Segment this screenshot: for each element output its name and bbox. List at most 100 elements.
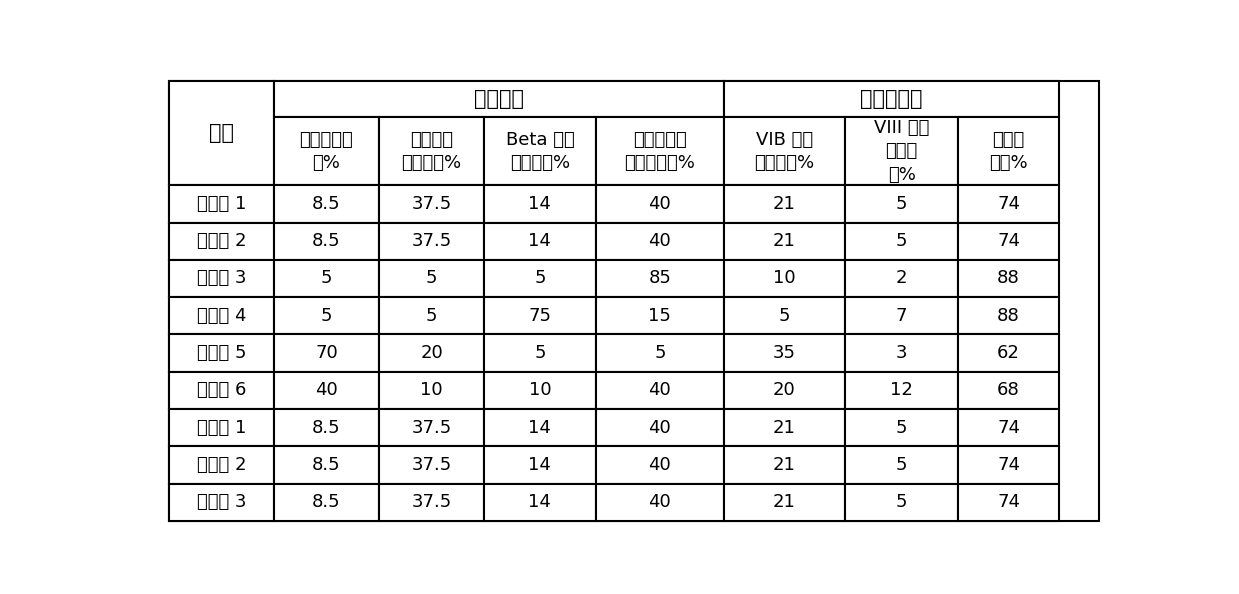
Text: 85: 85 [648,270,672,287]
Text: 3: 3 [896,344,907,362]
Text: 实施例 5: 实施例 5 [197,344,247,362]
Bar [959,372,1059,409]
Text: 对比例 3: 对比例 3 [197,493,247,511]
Bar [169,223,274,260]
Text: 弱酸性硅
铝，重量%: 弱酸性硅 铝，重量% [401,131,462,172]
Bar [724,409,845,446]
Bar [169,446,274,484]
Bar [484,372,596,409]
Text: 37.5: 37.5 [411,493,452,511]
Bar [169,334,274,372]
Text: 实施例 3: 实施例 3 [197,270,247,287]
Bar [274,260,379,297]
Text: 88: 88 [997,307,1020,325]
Text: 8.5: 8.5 [312,419,341,437]
Text: 20: 20 [773,381,795,399]
Text: Beta 分子
筛，重量%: Beta 分子 筛，重量% [506,131,574,172]
Bar [596,484,724,521]
Text: 7: 7 [896,307,907,325]
Text: 氧化铝，重
量%: 氧化铝，重 量% [300,131,353,172]
Bar [596,223,724,260]
Bar [484,334,596,372]
Bar [274,372,379,409]
Text: 8.5: 8.5 [312,195,341,213]
Bar [845,484,959,521]
Bar [484,297,596,334]
Text: 70: 70 [315,344,338,362]
Text: 10: 10 [529,381,551,399]
Bar [274,334,379,372]
Text: 5: 5 [896,195,907,213]
Bar [169,260,274,297]
Bar [596,185,724,223]
Text: 74: 74 [997,195,1020,213]
Text: 项目: 项目 [209,123,234,143]
Text: 21: 21 [773,493,795,511]
Text: 实施例 1: 实施例 1 [197,195,247,213]
Text: 40: 40 [315,381,338,399]
Text: 21: 21 [773,195,795,213]
Bar [724,334,845,372]
Bar [845,372,959,409]
Text: 74: 74 [997,419,1020,437]
Bar [484,484,596,521]
Text: 5: 5 [426,270,437,287]
Bar [379,334,484,372]
Text: 40: 40 [648,493,672,511]
Text: 40: 40 [648,456,672,474]
Text: 62: 62 [997,344,1020,362]
Bar [379,185,484,223]
Text: 10: 10 [420,381,442,399]
Text: 68: 68 [997,381,1020,399]
Bar [724,223,845,260]
Text: 实施例 4: 实施例 4 [197,307,247,325]
Text: 74: 74 [997,232,1020,250]
Bar [169,484,274,521]
Bar [596,260,724,297]
Text: 21: 21 [773,232,795,250]
Text: 10: 10 [773,270,795,287]
Bar [379,223,484,260]
Text: 21: 21 [773,419,795,437]
Bar [959,334,1059,372]
Text: 5: 5 [654,344,665,362]
Text: 37.5: 37.5 [411,232,452,250]
Bar [845,446,959,484]
Text: 14: 14 [529,232,551,250]
Bar [845,260,959,297]
Bar [484,446,596,484]
Text: 15: 15 [648,307,672,325]
Bar [379,409,484,446]
Bar [959,118,1059,185]
Bar [169,185,274,223]
Text: 40: 40 [648,419,672,437]
Bar [845,118,959,185]
Bar [845,297,959,334]
Bar [274,81,724,118]
Bar [959,446,1059,484]
Bar [379,118,484,185]
Bar [724,118,845,185]
Bar [724,484,845,521]
Text: 14: 14 [529,195,551,213]
Bar [845,334,959,372]
Text: 14: 14 [529,419,551,437]
Bar [724,260,845,297]
Bar [596,446,724,484]
Text: 8.5: 8.5 [312,232,341,250]
Text: 5: 5 [534,270,545,287]
Text: 74: 74 [997,456,1020,474]
Bar [724,446,845,484]
Bar [274,484,379,521]
Bar [959,185,1059,223]
Bar [845,223,959,260]
Bar [379,484,484,521]
Text: 含磷高硅分
子筛，重量%: 含磷高硅分 子筛，重量% [624,131,695,172]
Bar [169,372,274,409]
Bar [484,409,596,446]
Bar [379,260,484,297]
Bar [724,297,845,334]
Text: 37.5: 37.5 [411,419,452,437]
Bar [379,446,484,484]
Text: 88: 88 [997,270,1020,287]
